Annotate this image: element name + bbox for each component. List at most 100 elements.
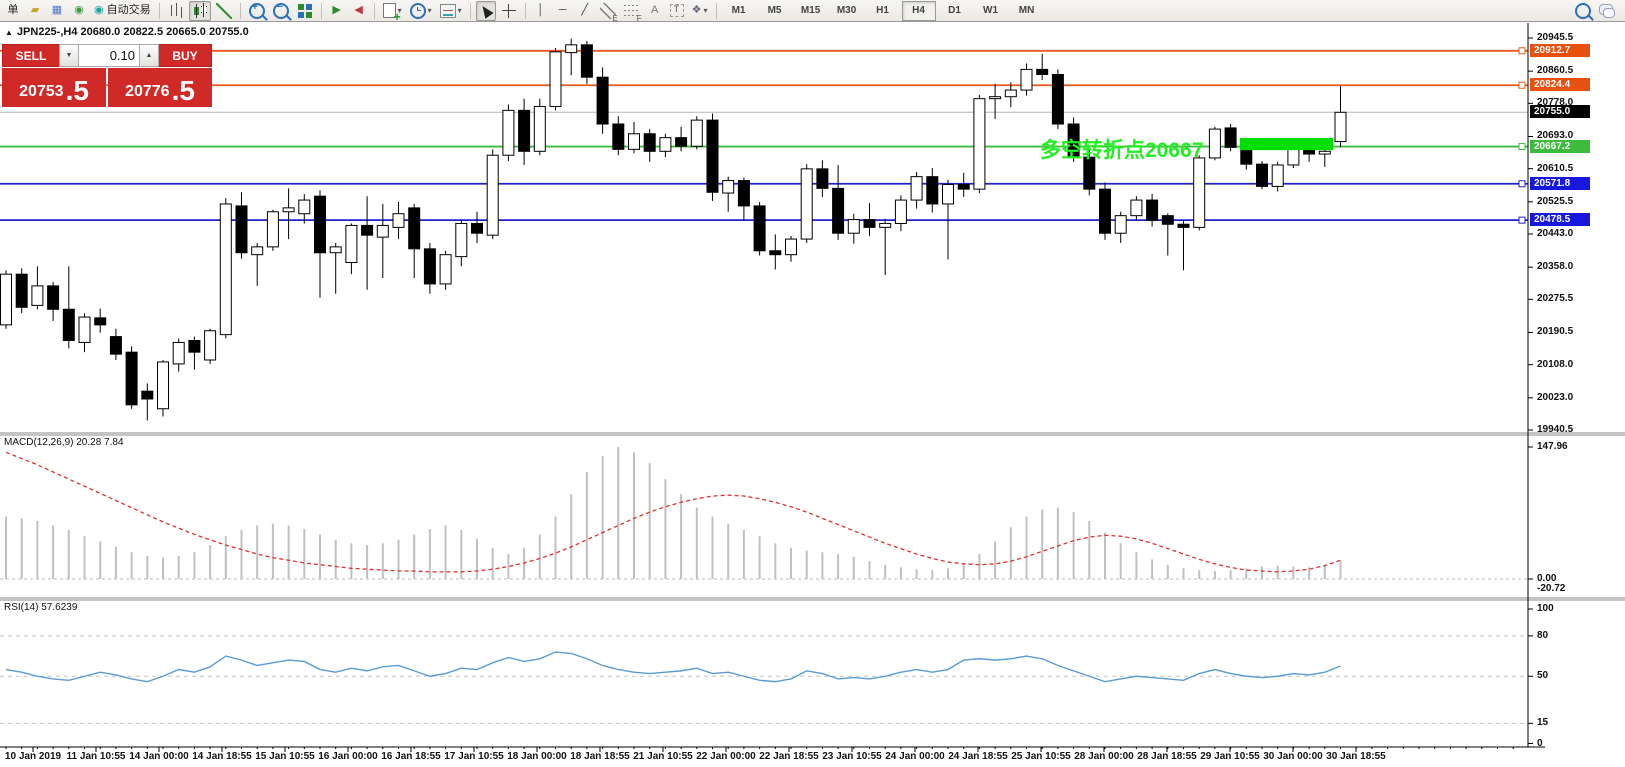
candle-body <box>973 98 986 190</box>
candle-body <box>894 199 907 224</box>
new-chart-icon[interactable]: ▾ <box>380 1 405 23</box>
resistance-line-1-anchor[interactable] <box>1518 47 1526 55</box>
candle-body <box>94 317 107 326</box>
time-label: 24 Jan 00:00 <box>885 751 945 762</box>
horizontal-line-icon[interactable]: ─ <box>553 1 573 21</box>
time-label: 29 Jan 10:55 <box>1200 751 1260 762</box>
price-tick-label: 20693.0 <box>1537 130 1574 142</box>
candle-body <box>62 308 75 341</box>
timeframe-w1[interactable]: W1 <box>983 5 999 16</box>
price-tick-label: 20275.5 <box>1537 293 1574 305</box>
candle-body <box>879 222 892 228</box>
tile-windows-icon[interactable] <box>294 1 316 21</box>
search-icon <box>1575 2 1591 19</box>
text-label-icon[interactable] <box>667 1 687 21</box>
periods-clock-icon[interactable]: ▾ <box>407 1 435 21</box>
candle-body <box>722 180 735 194</box>
crosshair-icon[interactable] <box>498 1 520 21</box>
candle-body <box>502 109 515 156</box>
buy-button[interactable]: BUY <box>159 44 212 67</box>
time-label: 16 Jan 18:55 <box>381 751 441 762</box>
autotrading-button[interactable]: ◉ 自动交易 <box>91 1 154 21</box>
auto-scroll-icon[interactable]: ▶ <box>327 1 347 21</box>
candle-body <box>15 273 28 308</box>
new-order-button[interactable]: 单 <box>3 1 23 21</box>
time-label: 11 Jan 10:55 <box>66 751 126 762</box>
templates-icon[interactable]: ▾ <box>437 1 465 21</box>
candle-body <box>471 222 483 234</box>
volume-input[interactable]: 0.10 <box>79 44 139 67</box>
one-click-trading-panel: SELL ▼ 0.10 ▲ BUY 20753 .5 20776 .5 <box>2 44 212 107</box>
periods-clock-icon-dropdown[interactable]: ▾ <box>427 5 432 15</box>
timeframe-m15[interactable]: M15 <box>800 5 821 16</box>
timeframe-mn[interactable]: MN <box>1018 5 1035 16</box>
candle-body <box>518 109 531 152</box>
highlight-zone-rect[interactable] <box>1240 138 1333 151</box>
price-tick-label: 20108.0 <box>1537 358 1574 370</box>
chat-icon[interactable] <box>1596 1 1616 21</box>
text-label-icon <box>669 4 684 17</box>
periods-clock-icon <box>409 2 426 19</box>
equidistant-channel-icon[interactable] <box>597 1 619 23</box>
timeframe-m5[interactable]: M5 <box>767 5 782 16</box>
candle-body <box>1099 188 1111 234</box>
sell-button[interactable]: SELL <box>2 44 59 67</box>
candle-body <box>1130 199 1143 217</box>
timeframe-m30[interactable]: M30 <box>836 5 857 16</box>
candle-body <box>376 224 389 238</box>
rsi-axis-label: 80 <box>1537 629 1549 641</box>
timeframe-m1[interactable]: M1 <box>731 5 746 16</box>
rsi-axis-label: 15 <box>1537 717 1549 729</box>
candle-body <box>1271 164 1284 187</box>
collapse-triangle-icon[interactable]: ▲ <box>5 28 13 37</box>
zoom-in-icon[interactable] <box>246 1 268 21</box>
vertical-line-icon[interactable]: │ <box>531 1 551 21</box>
candle-body <box>235 205 248 254</box>
volume-decrease-button[interactable]: ▼ <box>59 44 79 67</box>
auto-scroll-icon: ▶ <box>332 4 341 16</box>
candle-body <box>298 199 311 215</box>
chart-window-icon[interactable]: ▦ <box>47 1 67 21</box>
rsi-axis-label: 0 <box>1537 737 1543 749</box>
support-line-2-anchor[interactable] <box>1518 216 1526 224</box>
bar-chart-icon[interactable] <box>165 1 187 21</box>
toolbar-separator <box>715 2 717 19</box>
chart-type-group <box>164 0 236 22</box>
chart-ohlc-title: ▲ JPN225-,H4 20680.0 20822.5 20665.0 2075… <box>5 26 249 38</box>
candle-body <box>565 44 578 54</box>
arrows-icon: ❖ <box>691 4 702 16</box>
candle-body <box>989 96 1002 100</box>
trendline-icon[interactable]: ╱ <box>575 1 595 21</box>
timeframe-h4[interactable]: H4 <box>901 0 936 21</box>
timeframe-h1[interactable]: H1 <box>876 5 889 16</box>
volume-increase-button[interactable]: ▲ <box>139 44 159 67</box>
chart-shift-icon[interactable]: ◀ <box>349 1 369 21</box>
sell-quote[interactable]: 20753 .5 <box>2 68 106 107</box>
pivot-line-anchor[interactable] <box>1518 143 1526 151</box>
cursor-icon[interactable] <box>475 0 496 21</box>
line-chart-icon[interactable] <box>213 1 235 21</box>
signals-icon[interactable]: ◉ <box>69 1 89 21</box>
candle-body <box>141 390 154 400</box>
zoom-out-icon[interactable] <box>270 1 292 21</box>
timeframe-d1[interactable]: D1 <box>948 5 961 16</box>
candlestick-chart-icon[interactable] <box>188 0 211 21</box>
templates-icon-dropdown[interactable]: ▾ <box>457 5 462 15</box>
candle-body <box>910 176 923 201</box>
resistance-line-2-anchor[interactable] <box>1518 81 1526 89</box>
arrows-icon-dropdown[interactable]: ▾ <box>703 5 708 15</box>
support-line-2-label: 20478.5 <box>1530 213 1590 227</box>
fibonacci-icon[interactable] <box>621 1 643 23</box>
resistance-line-2-label: 20824.4 <box>1530 78 1590 92</box>
gold-bar-icon[interactable]: ▰ <box>25 1 45 21</box>
toolbar-separator <box>373 2 375 19</box>
text-icon[interactable]: A <box>645 1 665 21</box>
arrows-icon[interactable]: ❖ ▾ <box>689 1 711 21</box>
zoom-group <box>245 0 317 22</box>
search-icon[interactable] <box>1572 1 1594 21</box>
candle-body <box>204 330 217 361</box>
support-line-1-anchor[interactable] <box>1518 180 1526 188</box>
candle-body <box>847 219 860 234</box>
buy-quote[interactable]: 20776 .5 <box>108 68 212 107</box>
